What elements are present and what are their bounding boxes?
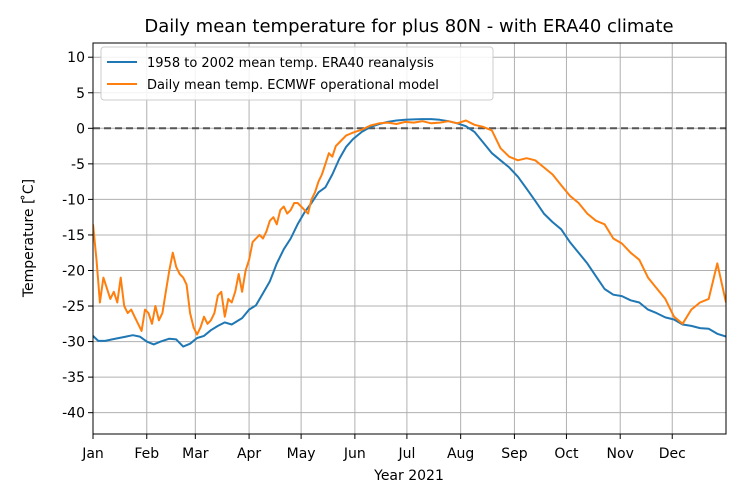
y-tick-label: 5 xyxy=(76,86,85,102)
x-tick-label: May xyxy=(287,446,316,462)
y-tick-label: -10 xyxy=(62,192,85,208)
x-tick-label: Aug xyxy=(447,446,474,462)
x-tick-label: Mar xyxy=(182,446,209,462)
legend: 1958 to 2002 mean temp. ERA40 reanalysis… xyxy=(100,46,494,101)
x-tick-label: Sep xyxy=(501,446,528,462)
x-tick-label: Jan xyxy=(81,446,104,462)
y-tick-label: 10 xyxy=(67,50,85,66)
legend-box xyxy=(100,46,494,101)
legend-label-2: Daily mean temp. ECMWF operational model xyxy=(147,78,439,93)
y-tick-label: 0 xyxy=(76,121,85,137)
y-tick-label: -20 xyxy=(62,263,85,279)
x-tick-label: Dec xyxy=(659,446,686,462)
x-tick-label: Jul xyxy=(397,446,415,462)
x-tick-label: Oct xyxy=(554,446,579,462)
y-tick-label: -5 xyxy=(71,157,85,173)
y-tick-label: -25 xyxy=(62,299,85,315)
chart-title: Daily mean temperature for plus 80N - wi… xyxy=(144,16,673,37)
x-tick-label: Apr xyxy=(237,446,261,462)
y-axis-label: Temperature [ ̊C] xyxy=(20,179,37,298)
x-ticks: Jan Feb Mar Apr May Jun Jul Aug Sep Oct Nov Dec xyxy=(81,434,686,462)
y-tick-label: -40 xyxy=(62,406,85,422)
series-group xyxy=(93,118,726,348)
x-tick-label: Nov xyxy=(607,446,634,462)
y-ticks: 10 5 0 -5 -10 -15 -20 -25 -30 -35 -40 xyxy=(62,50,93,422)
series-line-2 xyxy=(93,119,726,336)
legend-label-1: 1958 to 2002 mean temp. ERA40 reanalysis xyxy=(147,56,434,71)
x-tick-label: Jun xyxy=(343,446,366,462)
x-axis-label: Year 2021 xyxy=(373,468,444,484)
y-tick-label: -30 xyxy=(62,335,85,351)
y-tick-label: -35 xyxy=(62,370,85,386)
axes-frame xyxy=(92,42,727,435)
x-tick-label: Feb xyxy=(134,446,159,462)
y-tick-label: -15 xyxy=(62,228,85,244)
